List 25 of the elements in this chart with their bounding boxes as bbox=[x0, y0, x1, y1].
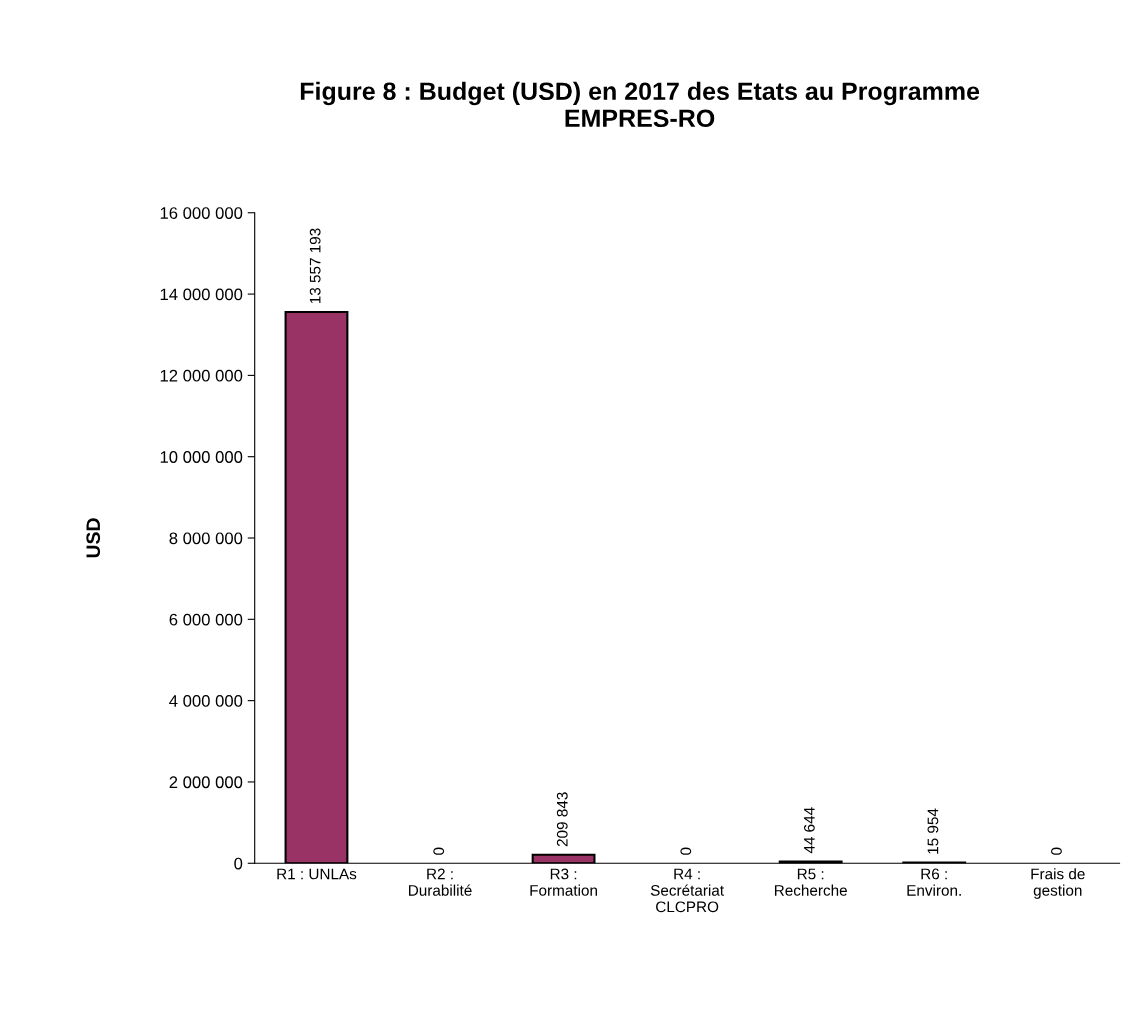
data-label: 0 bbox=[1051, 847, 1062, 855]
y-tick-label: 2 000 000 bbox=[169, 776, 243, 789]
y-tick-label: 8 000 000 bbox=[169, 532, 243, 545]
x-tick-label: Frais de gestion bbox=[1031, 868, 1085, 899]
x-tick-label: R4 : Secrétariat CLCPRO bbox=[650, 868, 724, 913]
x-tick-label: R2 : Durabilité bbox=[409, 868, 472, 896]
y-tick-label: 4 000 000 bbox=[169, 695, 243, 707]
data-label: 0 bbox=[433, 847, 445, 855]
data-label: 209 843 bbox=[556, 792, 568, 847]
x-tick-label: R6 : Environ. bbox=[907, 868, 961, 896]
x-tick-label: R5 : Recherche bbox=[774, 868, 847, 896]
y-tick-label: 16 000 000 bbox=[160, 207, 243, 219]
y-tick-label: 14 000 000 bbox=[160, 288, 243, 301]
data-label: 15 954 bbox=[927, 808, 939, 854]
x-tick-label: R1 : UNLAs bbox=[277, 868, 357, 880]
y-axis-title: USD bbox=[86, 518, 101, 558]
data-label: 0 bbox=[680, 847, 692, 855]
y-tick-label: 0 bbox=[234, 857, 243, 870]
x-tick-label: R3 : Formation bbox=[530, 868, 597, 896]
data-label: 13 557 193 bbox=[309, 228, 321, 304]
chart-title: Figure 8 : Budget (USD) en 2017 des Etats au Programme EMPRES-RO bbox=[300, 81, 980, 128]
y-tick-label: 12 000 000 bbox=[160, 369, 243, 382]
data-label: 44 644 bbox=[803, 807, 815, 854]
y-tick-label: 10 000 000 bbox=[160, 451, 243, 463]
y-tick-label: 6 000 000 bbox=[169, 613, 243, 626]
